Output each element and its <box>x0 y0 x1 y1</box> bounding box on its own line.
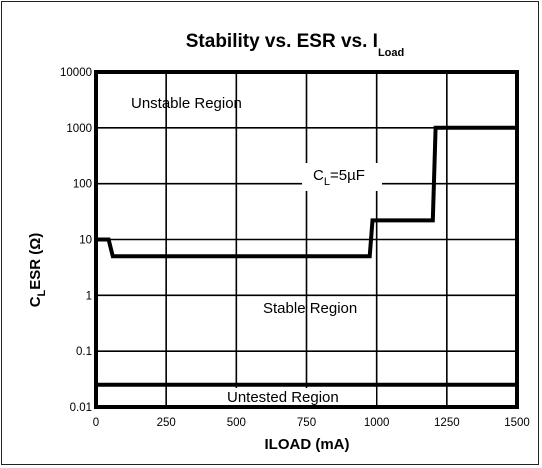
untested-label-background <box>196 388 376 405</box>
untested-region-label: Untested Region <box>227 389 339 406</box>
chart-title-main: Stability vs. ESR vs. I <box>186 31 378 52</box>
x-tick-labels: 0 250 500 750 1000 1250 1500 <box>93 417 530 429</box>
x-tick-label: 250 <box>157 417 176 429</box>
chart-title-sub: Load <box>378 47 404 59</box>
unstable-region-label: Unstable Region <box>131 95 242 112</box>
y-tick-labels: 0.01 0.1 1 10 100 1000 10000 <box>60 67 92 414</box>
stability-boundary-line <box>96 125 517 259</box>
x-tick-label: 500 <box>227 417 246 429</box>
cl-label-main: C <box>313 167 324 184</box>
y-tick-label: 1 <box>86 290 92 302</box>
y-axis-title: CLESR (Ω) <box>27 233 48 308</box>
cl-label-background <box>302 163 382 191</box>
y-tick-label: 0.1 <box>76 346 92 358</box>
x-tick-label: 1000 <box>364 417 390 429</box>
y-tick-label: 0.01 <box>70 402 92 414</box>
x-tick-label: 1500 <box>504 417 530 429</box>
y-axis-title-main: C <box>27 296 44 307</box>
y-tick-label: 1000 <box>66 123 92 135</box>
chart-title: Stability vs. ESR vs. ILoad <box>186 31 404 59</box>
x-tick-label: 0 <box>93 417 99 429</box>
y-tick-label: 100 <box>73 179 92 191</box>
x-tick-label: 750 <box>297 417 316 429</box>
y-axis-title-sub: L <box>36 289 48 296</box>
cl-label-rest: =5µF <box>330 167 365 184</box>
stable-region-label: Stable Region <box>263 300 357 317</box>
y-axis-title-rest: ESR (Ω) <box>27 233 44 290</box>
x-axis-title: ILOAD (mA) <box>265 436 350 453</box>
y-tick-label: 10000 <box>60 67 92 79</box>
y-tick-label: 10 <box>79 235 92 247</box>
cl-label: CL=5µF <box>313 167 365 188</box>
cl-label-sub: L <box>324 176 330 188</box>
x-tick-label: 1250 <box>434 417 460 429</box>
